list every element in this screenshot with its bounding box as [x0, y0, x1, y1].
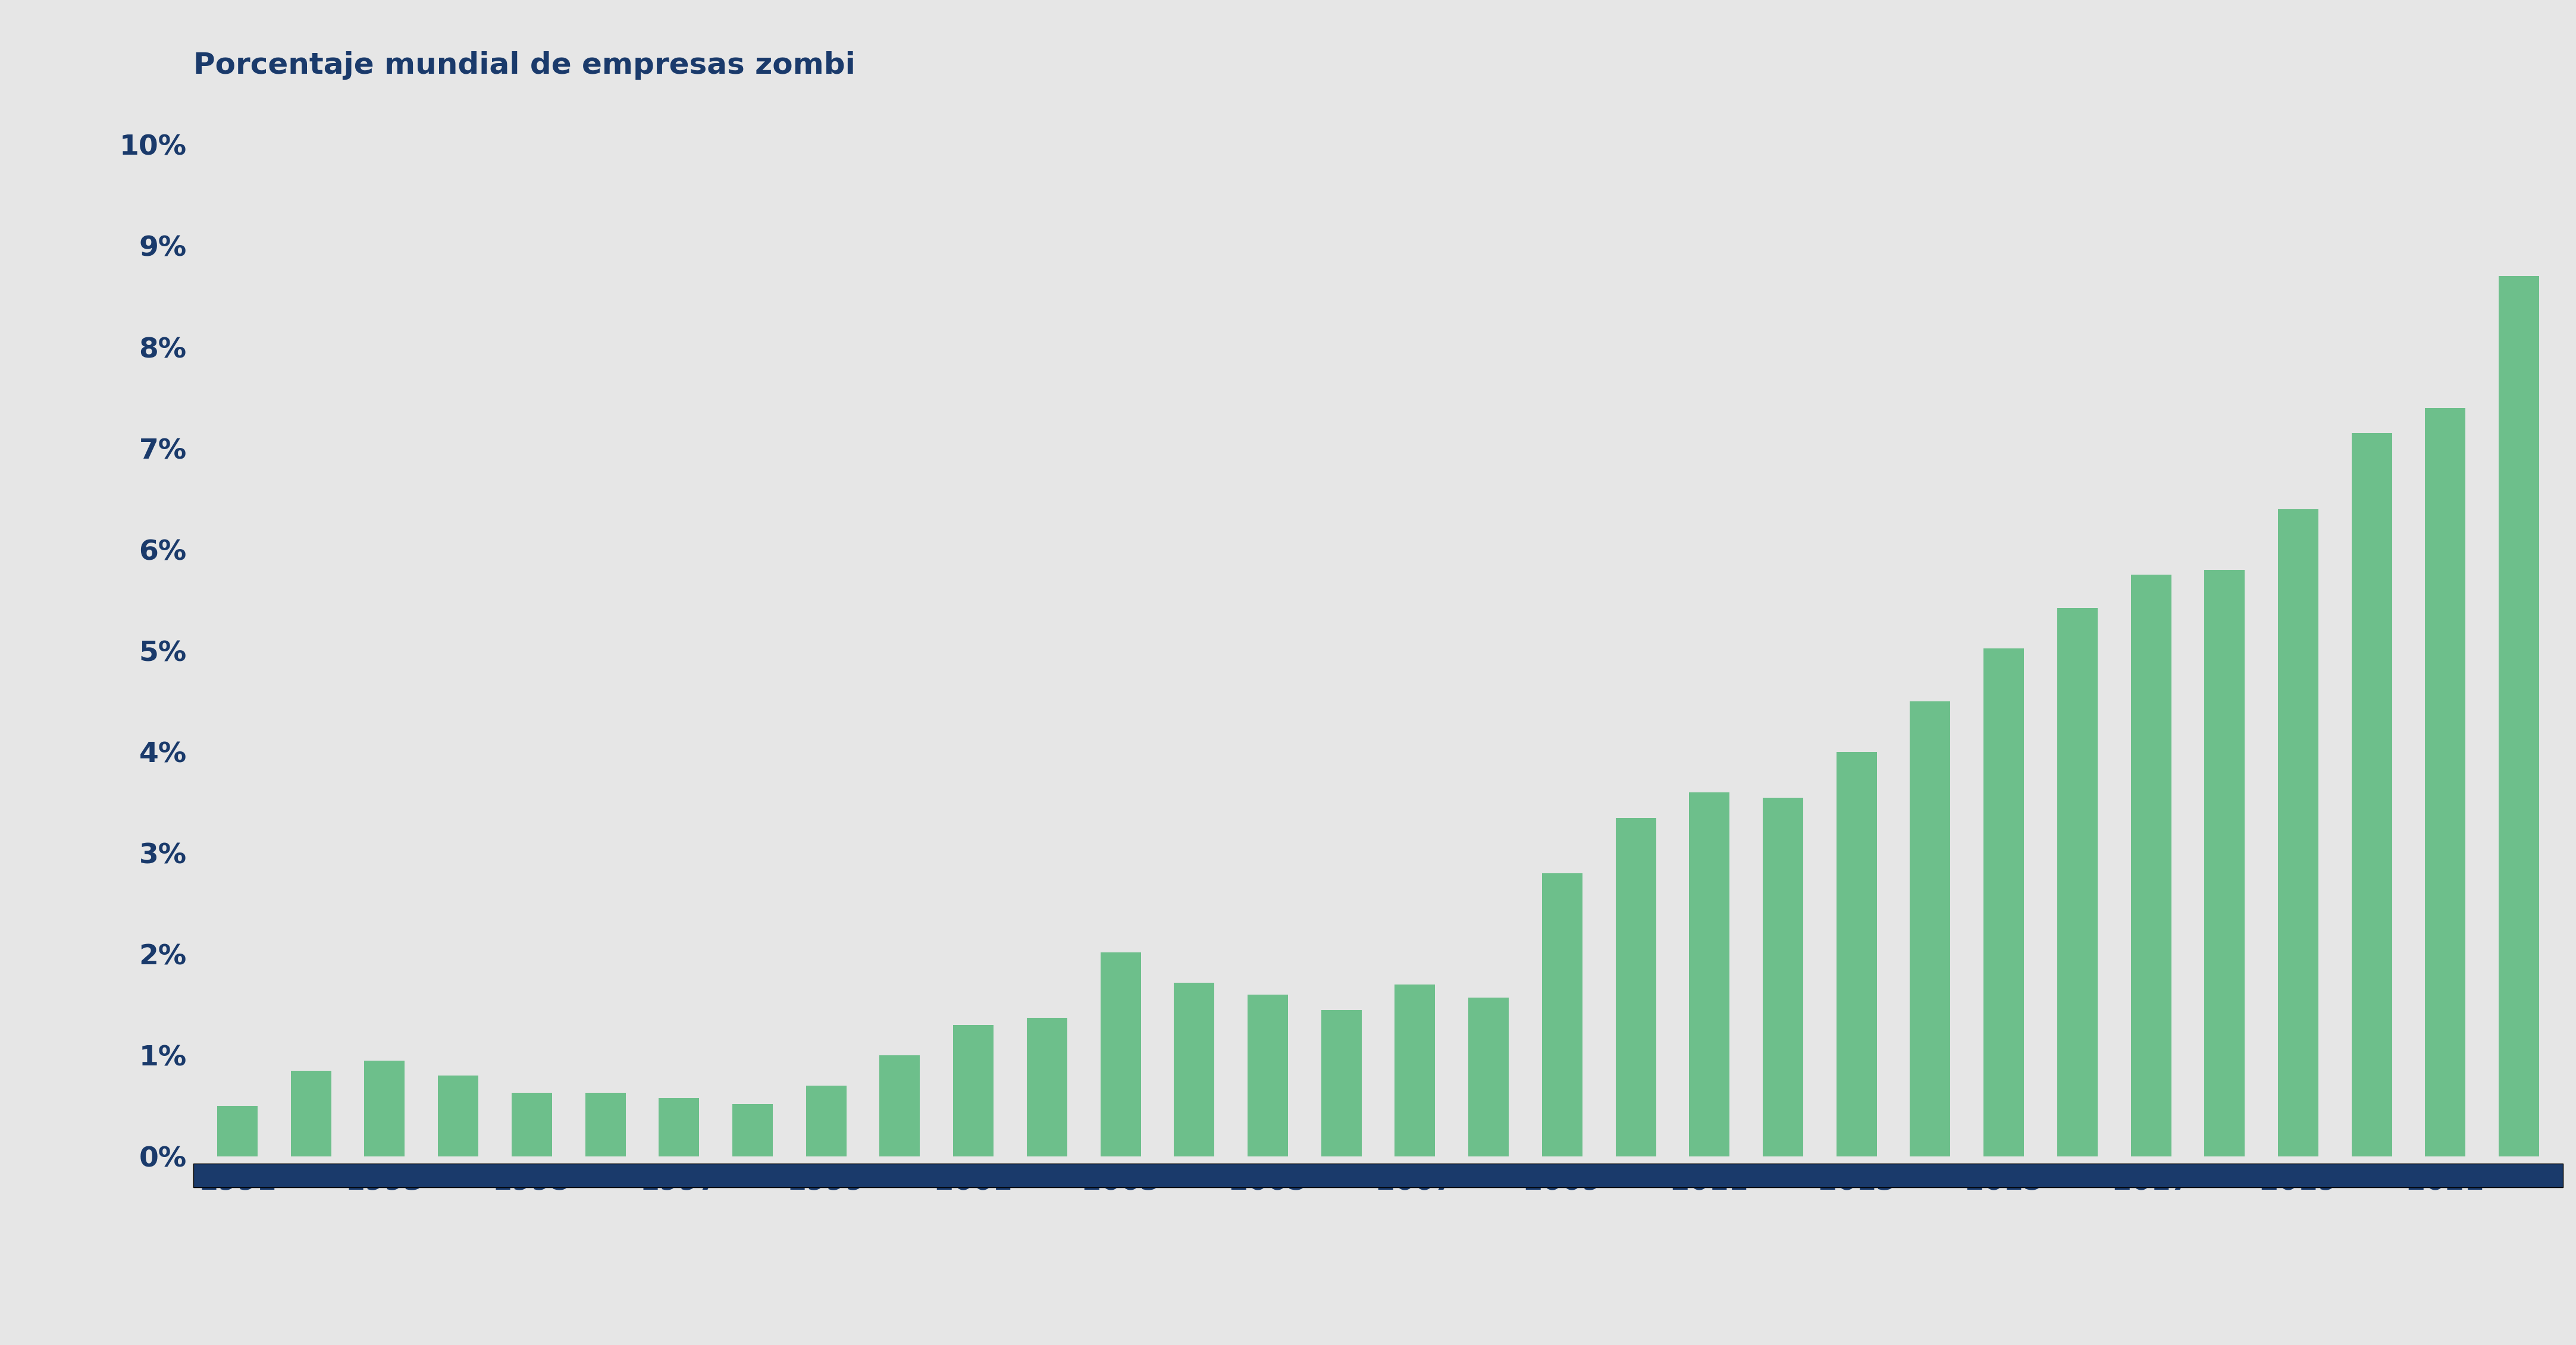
Bar	[291, 1071, 332, 1157]
Bar	[953, 1025, 994, 1157]
Bar	[1175, 983, 1213, 1157]
Bar	[1394, 985, 1435, 1157]
Bar	[2424, 408, 2465, 1157]
Bar	[659, 1098, 698, 1157]
Bar	[1837, 752, 1878, 1157]
Text: Porcentaje mundial de empresas zombi: Porcentaje mundial de empresas zombi	[193, 51, 855, 79]
Bar	[1762, 798, 1803, 1157]
Bar	[1909, 701, 1950, 1157]
Bar	[438, 1076, 479, 1157]
Bar	[363, 1061, 404, 1157]
Bar	[2277, 508, 2318, 1157]
Bar	[2205, 570, 2244, 1157]
Bar	[1690, 792, 1728, 1157]
Bar	[513, 1093, 551, 1157]
Bar	[2352, 433, 2393, 1157]
Bar	[1468, 998, 1510, 1157]
Bar	[878, 1056, 920, 1157]
Bar	[732, 1104, 773, 1157]
Bar	[1984, 648, 2025, 1157]
Bar	[585, 1093, 626, 1157]
Bar	[216, 1106, 258, 1157]
Bar	[1615, 818, 1656, 1157]
Bar	[2499, 276, 2540, 1157]
Bar	[806, 1085, 848, 1157]
Bar	[1100, 952, 1141, 1157]
Bar	[1247, 995, 1288, 1157]
Bar	[2058, 608, 2097, 1157]
Bar	[1543, 873, 1582, 1157]
Bar	[1028, 1018, 1066, 1157]
Bar	[1321, 1010, 1363, 1157]
Bar	[2130, 574, 2172, 1157]
